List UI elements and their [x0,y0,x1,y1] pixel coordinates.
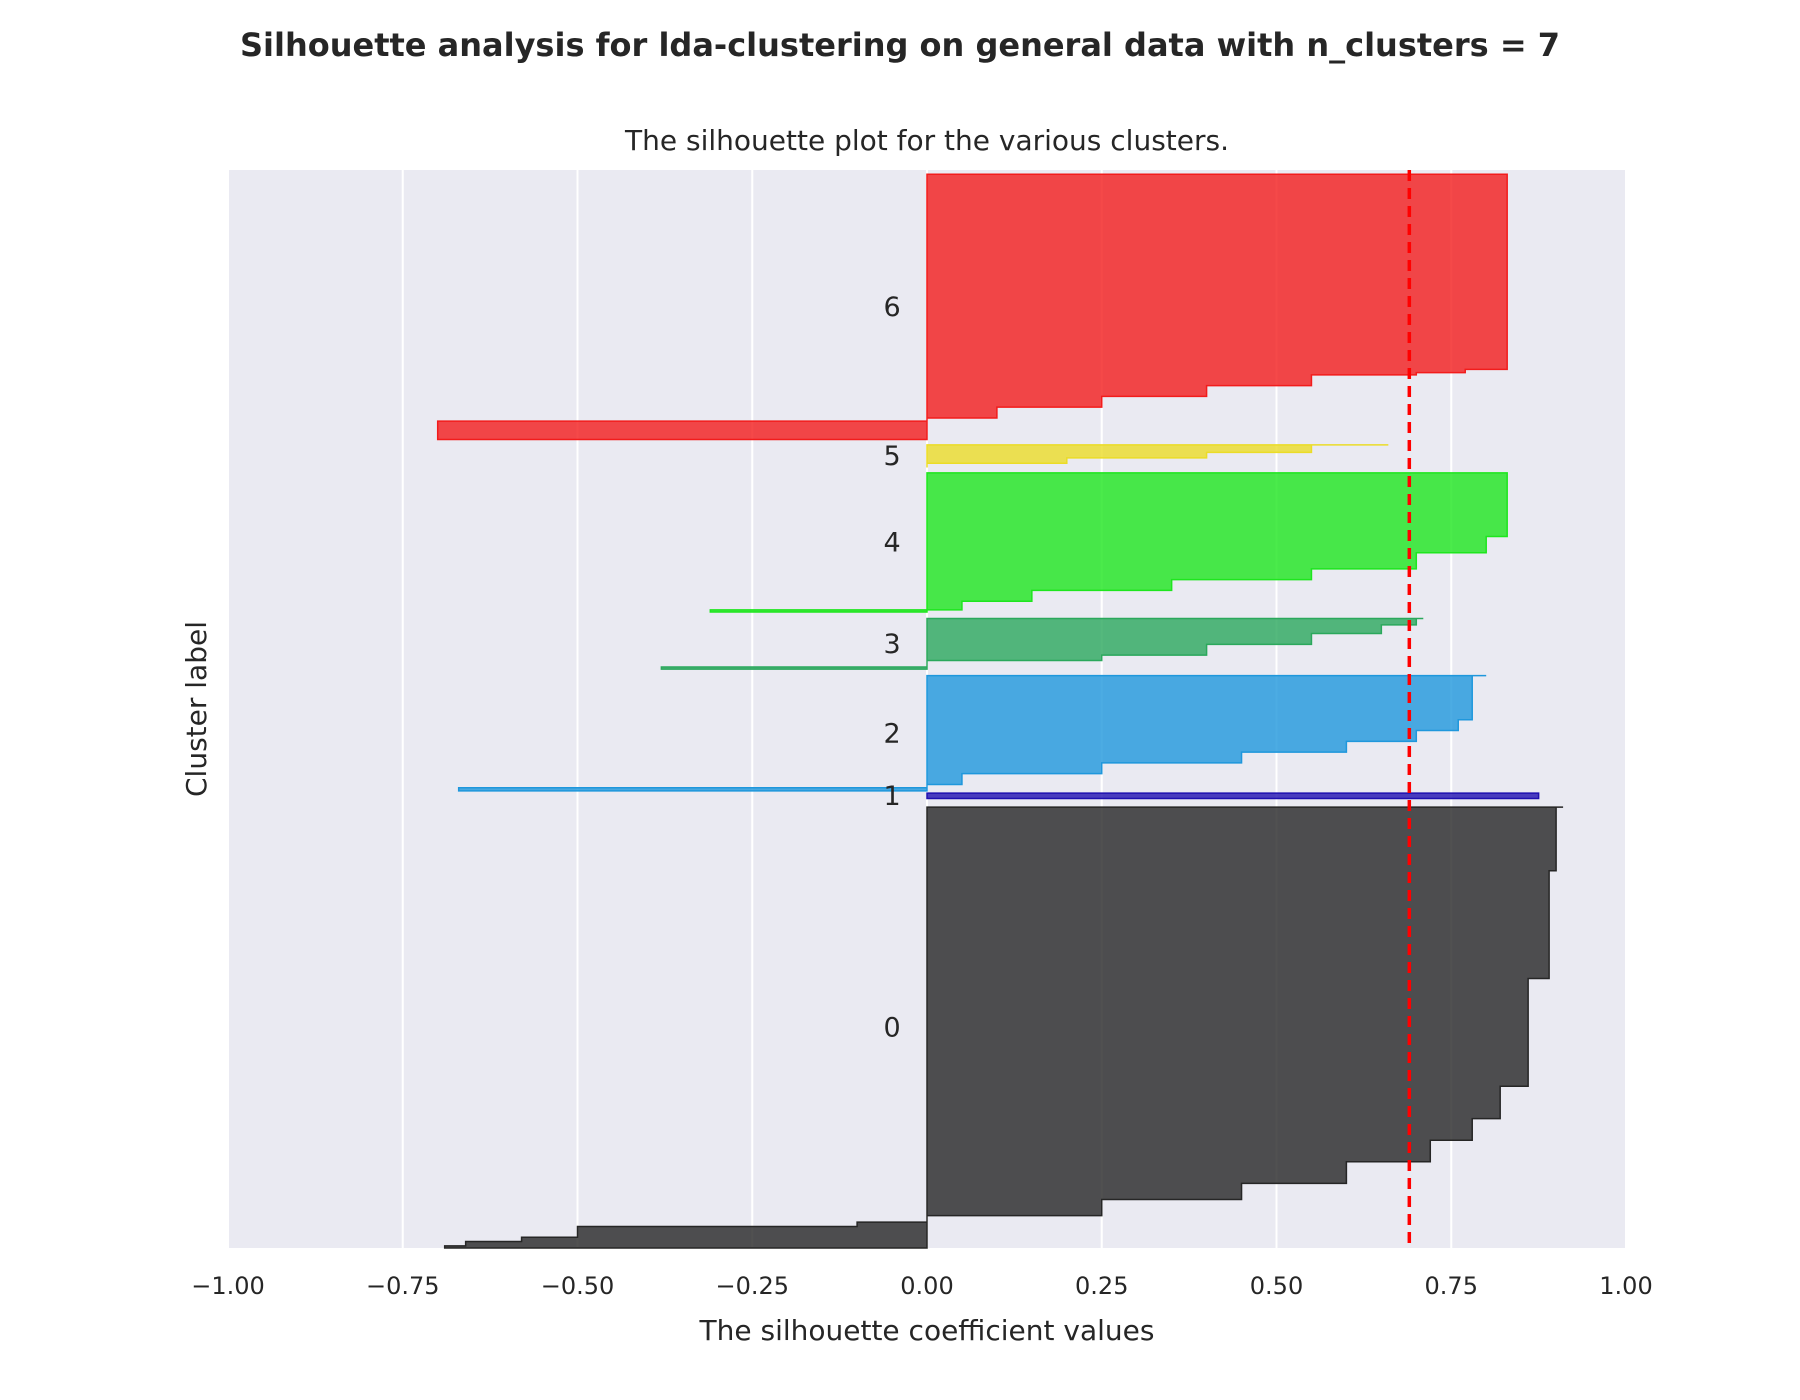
cluster-label-4: 4 [883,527,900,558]
x-tick-label: 0.50 [1250,1272,1303,1300]
cluster-3-silhouette [660,617,1424,670]
x-tick-label: 0.75 [1425,1272,1478,1300]
cluster-label-3: 3 [883,629,900,660]
axes-title: The silhouette plot for the various clus… [624,124,1229,157]
x-tick-label: 0.25 [1075,1272,1128,1300]
cluster-6-silhouette [436,173,1508,441]
cluster-labels: 0 1 2 3 4 5 6 [883,292,900,1044]
x-tick-label: 0.00 [900,1272,953,1300]
cluster-label-2: 2 [883,718,900,749]
cluster-label-6: 6 [883,292,900,323]
x-tick-labels: −1.00 −0.75 −0.50 −0.25 0.00 0.25 0.50 0.75 1.00 [191,1272,1652,1300]
x-axis-label: The silhouette coefficient values [699,1314,1155,1347]
cluster-4-silhouette [709,472,1508,613]
x-tick-label: −0.75 [366,1272,440,1300]
cluster-0-silhouette [443,806,1564,1249]
cluster-2-silhouette [457,674,1487,792]
cluster-5-silhouette [926,444,1389,468]
y-axis-label: Cluster label [180,621,213,797]
x-tick-label: −1.00 [191,1272,265,1300]
x-tick-label: 1.00 [1599,1272,1652,1300]
cluster-label-0: 0 [883,1013,900,1044]
figure-suptitle: Silhouette analysis for lda-clustering o… [240,26,1560,64]
cluster-label-1: 1 [883,781,900,812]
cluster-label-5: 5 [883,441,900,472]
cluster-1-silhouette [926,792,1540,800]
x-tick-label: −0.50 [541,1272,615,1300]
x-tick-label: −0.25 [715,1272,789,1300]
silhouette-series [436,173,1564,1249]
